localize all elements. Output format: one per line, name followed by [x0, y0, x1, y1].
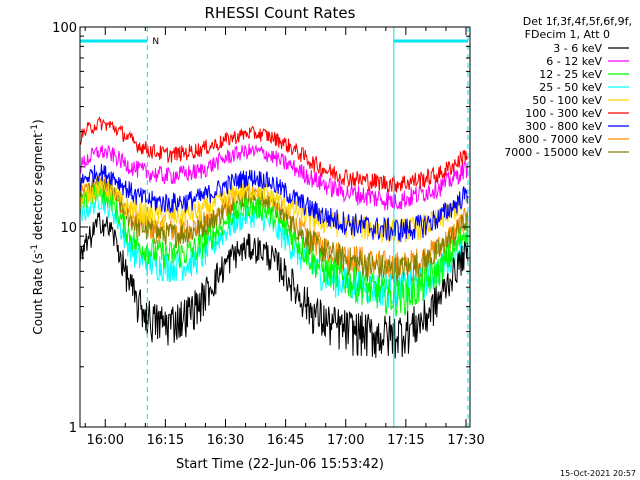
y-tick-label: 1 [69, 421, 77, 436]
legend-entry-label: 100 - 300 keV [525, 107, 602, 120]
y-axis-label-sup1: -1 [30, 244, 40, 253]
y-axis-label-sup2: -1 [30, 124, 40, 133]
chart-title: RHESSI Count Rates [205, 4, 356, 22]
x-axis-label: Start Time (22-Jun-06 15:53:42) [176, 457, 384, 472]
y-axis-label-end: ) [31, 119, 45, 124]
series-line-0 [79, 212, 469, 359]
axes: 16:00 16:15 16:30 16:45 17:00 17:15 17:30 1 10 10… [52, 21, 485, 448]
night-marker-label: N [152, 37, 159, 47]
x-tick-label: 17:15 [387, 433, 424, 448]
legend-entry-label: 7000 - 15000 keV [504, 146, 602, 159]
series-line-2 [79, 183, 469, 317]
legend-entry-label: 800 - 7000 keV [518, 133, 602, 146]
x-tick-label: 16:15 [147, 433, 184, 448]
legend-entry-label: 50 - 100 keV [532, 94, 602, 107]
legend-entry-label: 6 - 12 keV [546, 55, 602, 68]
series-line-6 [79, 163, 469, 243]
legend-entry-label: 3 - 6 keV [553, 42, 602, 55]
legend-entry-label: 25 - 50 keV [539, 81, 602, 94]
series-line-4 [79, 177, 469, 244]
legend-header-line-1: Det 1f,3f,4f,5f,6f,9f, [523, 15, 632, 28]
x-tick-label: 16:00 [87, 433, 124, 448]
legend-entry-label: 12 - 25 keV [539, 68, 602, 81]
series-line-3 [79, 191, 469, 308]
x-tick-label: 16:30 [207, 433, 244, 448]
series-line-8 [79, 176, 469, 288]
y-axis-label-main: Count Rate (s [31, 253, 45, 335]
x-tick-label: 16:45 [267, 433, 304, 448]
y-axis-label-mid: detector segment [31, 133, 45, 244]
y-tick-label: 100 [52, 21, 77, 36]
series-line-1 [79, 143, 469, 211]
plot-area: N [79, 27, 469, 427]
legend: Det 1f,3f,4f,5f,6f,9f, FDecim 1, Att 0 3… [504, 15, 632, 159]
y-axis-label: Count Rate (s-1 detector segment-1) [30, 119, 45, 334]
legend-entry-label: 300 - 800 keV [525, 120, 602, 133]
x-tick-label: 17:30 [447, 433, 484, 448]
legend-header-line-2: FDecim 1, Att 0 [525, 28, 610, 41]
series-line-5 [79, 116, 469, 193]
plot-timestamp: 15-Oct-2021 20:57 [560, 469, 636, 478]
y-tick-label: 10 [60, 221, 77, 236]
x-tick-label: 17:00 [327, 433, 364, 448]
